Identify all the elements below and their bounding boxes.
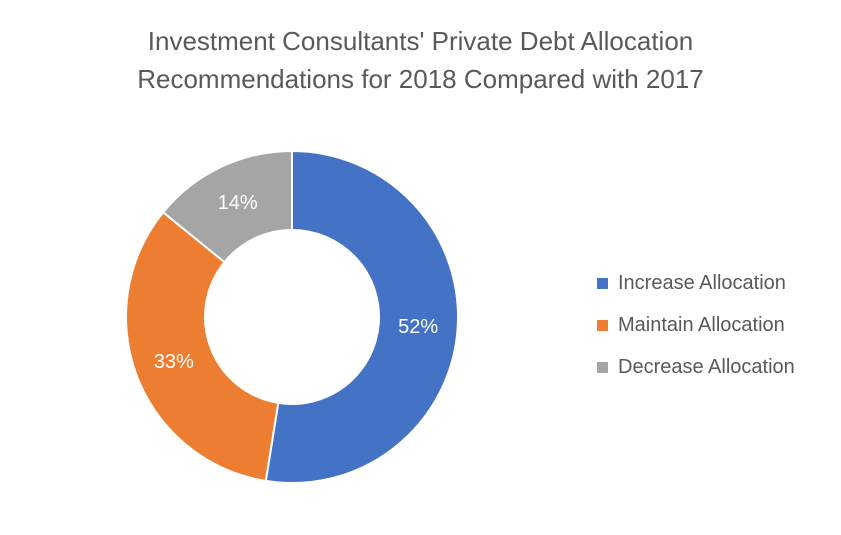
legend-item-increase: Increase Allocation xyxy=(597,262,795,304)
donut-slice-maintain xyxy=(125,210,280,483)
donut-data-labels: 52% 33% 14% xyxy=(154,192,439,373)
chart-legend: Increase Allocation Maintain Allocation … xyxy=(597,262,795,388)
data-label-increase: 52% xyxy=(398,316,438,338)
chart-title-line-1: Investment Consultants' Private Debt All… xyxy=(147,26,694,56)
chart-title: Investment Consultants' Private Debt All… xyxy=(0,22,841,98)
legend-swatch-decrease xyxy=(597,361,608,373)
data-label-maintain: 33% xyxy=(154,351,194,373)
donut-slice-decrease xyxy=(161,149,293,264)
legend-item-maintain: Maintain Allocation xyxy=(597,304,795,346)
data-label-decrease: 14% xyxy=(218,192,258,214)
legend-item-decrease: Decrease Allocation xyxy=(597,346,795,388)
legend-label-increase: Increase Allocation xyxy=(618,271,786,294)
legend-label-maintain: Maintain Allocation xyxy=(618,313,785,336)
chart-title-line-2: Recommendations for 2018 Compared with 2… xyxy=(137,64,704,94)
legend-label-decrease: Decrease Allocation xyxy=(618,355,795,378)
legend-swatch-maintain xyxy=(597,319,608,331)
legend-swatch-increase xyxy=(597,277,608,289)
donut-slices xyxy=(125,149,459,484)
donut-slice-increase xyxy=(264,149,459,484)
